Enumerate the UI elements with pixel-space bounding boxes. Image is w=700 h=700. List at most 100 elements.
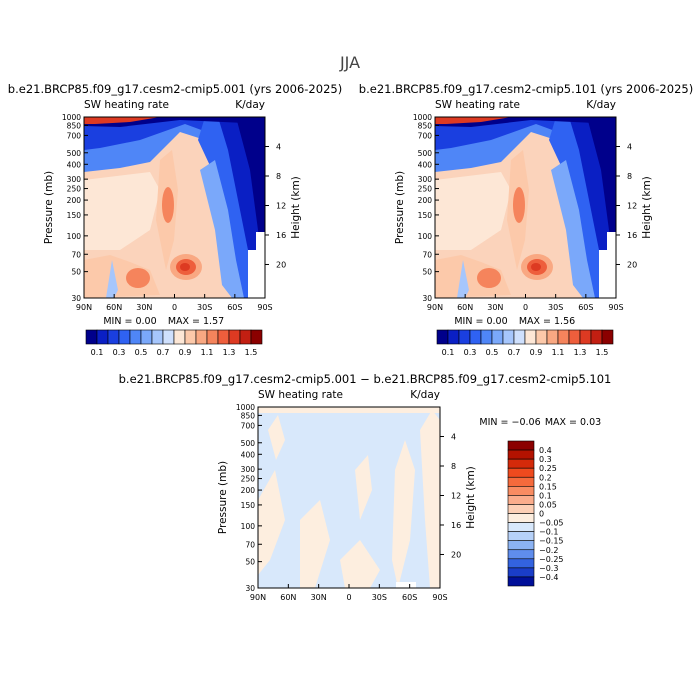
colorbar-label: 1.3	[223, 348, 236, 357]
colorbar-swatch	[85, 329, 98, 345]
x-tick-label: 0	[523, 303, 528, 312]
colorbar-swatch	[590, 329, 603, 345]
colorbar-swatch	[162, 329, 175, 345]
y-tick-label: 30	[422, 294, 432, 303]
colorbar-swatch	[507, 540, 535, 551]
colorbar-label: 1.5	[245, 348, 258, 357]
colorbar-swatch	[129, 329, 142, 345]
y-tick-label: 150	[418, 211, 433, 220]
colorbar-swatch	[250, 329, 263, 345]
colorbar-label: 0	[539, 510, 544, 519]
y2-tick-label: 20	[451, 550, 461, 559]
colorbar-swatch	[206, 329, 219, 345]
min-label: MIN = 0.00	[454, 316, 507, 327]
y-axis-title: Pressure (mb)	[217, 461, 229, 534]
units-label: K/day	[586, 99, 616, 111]
colorbar-swatch	[507, 495, 535, 505]
panel-title: b.e21.BRCP85.f09_g17.cesm2-cmip5.001 − b…	[119, 372, 612, 386]
colorbar-swatch	[579, 329, 592, 345]
units-label: K/day	[410, 389, 440, 401]
colorbar-swatch	[140, 329, 153, 345]
colorbar-label: 0.7	[508, 348, 521, 357]
min-label: MIN = −0.06	[479, 417, 540, 428]
x-tick-label: 0	[172, 303, 177, 312]
colorbar-label: 0.15	[539, 482, 557, 491]
axes: 90N 60N 30N 0 30S 60S 90S100085070050040030025…	[217, 403, 477, 602]
colorbar-swatch	[118, 329, 131, 345]
y-tick-label: 100	[418, 232, 433, 241]
colorbar-swatch	[96, 329, 109, 345]
colorbar-swatch	[507, 549, 535, 560]
colorbar-swatch	[535, 329, 548, 345]
colorbar-swatch	[507, 576, 535, 587]
y2-tick-label: 8	[451, 462, 456, 471]
y-tick-label: 70	[422, 250, 432, 259]
y2-tick-label: 16	[627, 231, 637, 240]
colorbar-swatch	[480, 329, 493, 345]
colorbar-label: −0.05	[539, 519, 564, 528]
x-tick-label: 90S	[257, 303, 272, 312]
y2-axis-title: Height (km)	[290, 176, 302, 239]
colorbar-swatch	[447, 329, 460, 345]
y2-tick-label: 16	[276, 231, 286, 240]
colorbar-label: 0.1	[91, 348, 104, 357]
y-tick-label: 250	[418, 185, 433, 194]
y-tick-label: 500	[241, 439, 256, 448]
colorbar-swatch	[507, 558, 535, 569]
y-tick-label: 150	[241, 501, 256, 510]
colorbar-label: 0.1	[442, 348, 455, 357]
colorbar-swatch	[524, 329, 537, 345]
x-tick-label: 90N	[427, 303, 443, 312]
colorbar-swatch	[601, 329, 614, 345]
colorbar-swatch	[458, 329, 471, 345]
x-tick-label: 60N	[106, 303, 122, 312]
y-tick-label: 100	[67, 232, 82, 241]
colorbar-swatch	[507, 486, 535, 496]
y-tick-label: 250	[241, 475, 256, 484]
colorbar-swatch	[546, 329, 559, 345]
y2-tick-label: 4	[276, 142, 281, 151]
colorbar-label: 0.5	[486, 348, 499, 357]
y2-tick-label: 20	[627, 260, 637, 269]
colorbar-swatch	[436, 329, 449, 345]
colorbar-swatch	[507, 458, 535, 469]
colorbar-swatch	[195, 329, 208, 345]
y2-axis-title: Height (km)	[641, 176, 653, 239]
x-tick-label: 30N	[487, 303, 503, 312]
max-label: MAX = 1.56	[519, 316, 575, 327]
y-tick-label: 850	[241, 411, 256, 420]
max-label: MAX = 1.57	[168, 316, 224, 327]
y2-tick-label: 16	[451, 521, 461, 530]
colorbar-label: 0.05	[539, 500, 557, 509]
y-tick-label: 500	[418, 149, 433, 158]
panel-left: b.e21.BRCP85.f09_g17.cesm2-cmip5.001 (yr…	[8, 82, 342, 357]
colorbar-swatch	[507, 449, 535, 460]
x-tick-label: 30S	[372, 593, 387, 602]
heatmap-field	[435, 117, 616, 298]
colorbar-label: 0.3	[113, 348, 126, 357]
colorbar-swatch	[107, 329, 120, 345]
panel-right: b.e21.BRCP85.f09_g17.cesm2-cmip5.101 (yr…	[359, 82, 693, 357]
y-tick-label: 50	[245, 558, 255, 567]
y-tick-label: 200	[418, 196, 433, 205]
y-tick-label: 500	[67, 149, 82, 158]
x-tick-label: 60N	[280, 593, 296, 602]
y-tick-label: 200	[241, 486, 256, 495]
x-tick-label: 60S	[402, 593, 417, 602]
x-tick-label: 60S	[578, 303, 593, 312]
x-tick-label: 90S	[432, 593, 447, 602]
y-tick-label: 150	[67, 211, 82, 220]
y-axis-title: Pressure (mb)	[43, 171, 55, 244]
y-tick-label: 300	[241, 465, 256, 474]
colorbar-label: 0.7	[157, 348, 170, 357]
x-tick-label: 30N	[311, 593, 327, 602]
colorbar-swatch	[151, 329, 164, 345]
panel-title: b.e21.BRCP85.f09_g17.cesm2-cmip5.101 (yr…	[359, 82, 693, 96]
colorbar-label: 0.3	[539, 455, 552, 464]
y-tick-label: 30	[245, 584, 255, 593]
y-tick-label: 100	[241, 522, 256, 531]
colorbar-label: −0.25	[539, 555, 564, 564]
y2-tick-label: 8	[627, 172, 632, 181]
y2-tick-label: 12	[627, 201, 637, 210]
